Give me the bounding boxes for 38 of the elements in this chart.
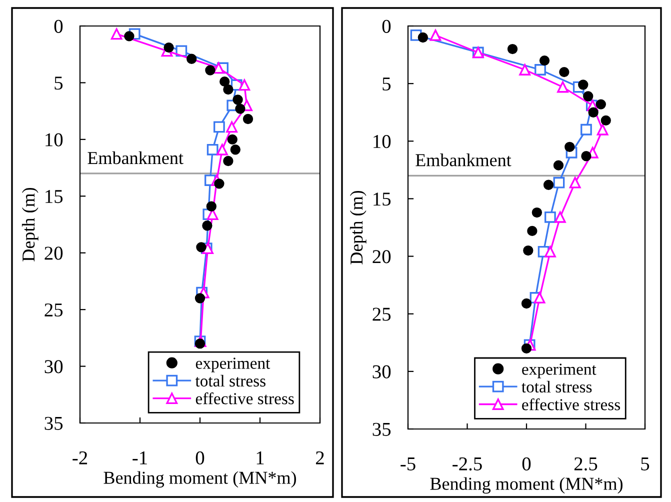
x-tick-label: -2 — [72, 451, 88, 464]
x-axis-title: Bending moment (MN*m) — [430, 477, 622, 494]
x-tick-label: 2.5 — [574, 457, 598, 471]
x-tick-label: 1 — [256, 451, 264, 464]
y-axis-title: Depth (m) — [22, 188, 38, 262]
y-tick-label: 25 — [372, 308, 391, 321]
y-tick-label: 35 — [44, 416, 63, 430]
y-tick-label: 5 — [54, 76, 63, 90]
x-tick-label: 0 — [196, 451, 204, 464]
x-tick-label: 5 — [641, 458, 650, 470]
y-tick-label: 10 — [46, 133, 63, 146]
legend-label: total stress — [522, 380, 592, 393]
y-tick-label: 15 — [46, 190, 63, 204]
legend-label: total stress — [195, 374, 266, 387]
y-tick-label: 35 — [372, 422, 391, 436]
y-tick-label: 10 — [374, 134, 391, 148]
x-tick-label: -1 — [132, 451, 147, 464]
x-tick-label: -2.5 — [452, 457, 482, 471]
y-tick-label: 20 — [372, 250, 391, 264]
ref-line-label: Embankment — [88, 151, 184, 164]
y-tick-label: 15 — [374, 192, 391, 206]
legend-label: experiment — [196, 358, 270, 372]
y-tick-label: 5 — [382, 78, 391, 91]
y-tick-label: 0 — [54, 20, 63, 33]
y-tick-label: 30 — [44, 360, 63, 374]
x-tick-label: 2 — [316, 451, 324, 464]
y-tick-label: 20 — [44, 246, 63, 260]
legend-label: experiment — [522, 364, 596, 378]
ref-line-label: Embankment — [416, 154, 512, 166]
y-tick-label: 25 — [44, 303, 63, 317]
legend-label: effective stress — [522, 398, 620, 410]
y-tick-label: 0 — [382, 20, 391, 33]
legend-label: effective stress — [196, 392, 294, 404]
y-axis-title: Depth (m) — [350, 190, 366, 264]
y-tick-label: 30 — [372, 365, 391, 378]
x-axis-title: Bending moment (MN*m) — [104, 471, 296, 488]
x-tick-label: 0 — [522, 457, 531, 470]
x-tick-label: -5 — [400, 458, 416, 470]
